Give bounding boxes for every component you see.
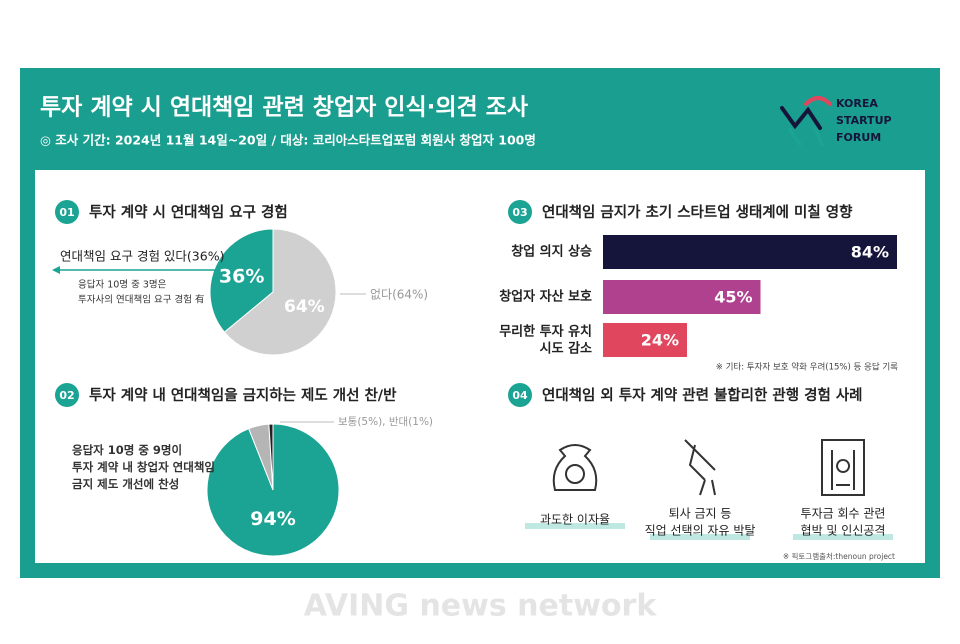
section-title: 연대책임 금지가 초기 스타트업 생태계에 미칠 영향 xyxy=(542,203,853,221)
pie-slice xyxy=(209,228,274,333)
item-highlight xyxy=(793,534,893,540)
section-number: 03 xyxy=(512,206,527,219)
section4-icons xyxy=(552,439,865,496)
pie-category: 연대책임 요구 경험 있다(36%) xyxy=(60,249,224,264)
section-badge xyxy=(55,200,79,224)
section-title: 연대책임 외 투자 계약 관련 불합리한 관행 경험 사례 xyxy=(542,386,863,404)
bar-category: 창업 의지 상승 xyxy=(511,244,592,260)
pie-annotation: 보통(5%), 반대(1%) xyxy=(338,416,433,428)
bar-value: 45% xyxy=(714,288,752,307)
section-title: 투자 계약 내 연대책임을 금지하는 제도 개선 찬/반 xyxy=(89,386,397,404)
logo-icon xyxy=(780,96,832,146)
section-badge xyxy=(55,383,79,407)
section-title: 투자 계약 시 연대책임 요구 경험 xyxy=(89,203,288,221)
pie-note: 응답자 10명 중 9명이 투자 계약 내 창업자 연대책임 금지 제도 개선에 찬… xyxy=(72,443,215,491)
logo-text: KOREA xyxy=(836,97,878,110)
pie-slice xyxy=(223,228,337,356)
slice-label: 94% xyxy=(250,508,295,530)
pie-category: 없다(64%) xyxy=(370,288,428,302)
bar-value: 84% xyxy=(851,243,889,262)
section-number: 04 xyxy=(512,389,528,402)
section-number: 02 xyxy=(59,389,74,402)
bar-category: 창업자 자산 보호 xyxy=(499,289,592,305)
bar-value: 24% xyxy=(641,331,679,350)
watermark: AVING news network xyxy=(304,589,658,624)
bar xyxy=(603,323,687,357)
bar-note: ※ 기타: 투자자 보호 약화 우려(15%) 등 응답 기록 xyxy=(716,362,898,373)
pie-slice xyxy=(268,423,274,491)
section4-note: ※ 픽토그램출처:thenoun project xyxy=(783,551,895,561)
bar xyxy=(603,235,897,269)
section-badge xyxy=(508,200,532,224)
bar xyxy=(603,280,761,314)
item-label: 퇴사 금지 등 직업 선택의 자유 박탈 xyxy=(645,506,756,537)
slice-label: 64% xyxy=(284,297,325,317)
logo-text: FORUM xyxy=(836,131,881,144)
slice-label: 36% xyxy=(219,266,264,288)
title: 투자 계약 시 연대책임 관련 창업자 인식·의견 조사 xyxy=(40,95,528,121)
item-label: 과도한 이자율 xyxy=(540,513,610,527)
bar-category: 무리한 투자 유치 시도 감소 xyxy=(499,323,592,356)
arrow-head xyxy=(52,266,60,274)
pie-note: 응답자 10명 중 3명은 투자사의 연대책임 요구 경험 有 xyxy=(78,278,204,305)
section-badge xyxy=(508,383,532,407)
item-label: 투자금 회수 관련 협박 및 인신공격 xyxy=(801,506,886,537)
subtitle: ◎ 조사 기간: 2024년 11월 14일~20일 / 대상: 코리아스타트업… xyxy=(40,133,536,148)
item-highlight xyxy=(650,534,750,540)
item-highlight xyxy=(525,523,625,529)
section-number: 01 xyxy=(59,206,74,219)
logo-text: STARTUP xyxy=(836,114,892,127)
